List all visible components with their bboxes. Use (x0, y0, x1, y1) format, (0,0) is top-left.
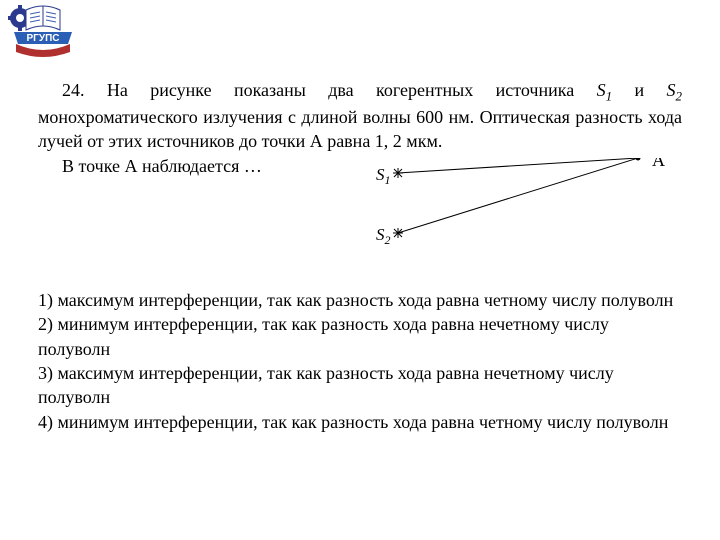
s1-symbol: S (597, 80, 606, 100)
option-3: 3) максимум интерференции, так как разно… (38, 361, 682, 410)
option-4: 4) минимум интерференции, так как разнос… (38, 410, 682, 434)
ray-s2-a (398, 158, 638, 233)
figure-label-s2: S2 (376, 225, 391, 247)
logo-svg: РГУПС (8, 4, 78, 62)
figure-svg: S1 S2 А (38, 158, 682, 268)
problem-line-1: 24. На рисунке показаны два когерентных … (38, 78, 682, 154)
figure-label-a: А (652, 158, 665, 170)
ray-s1-a (398, 158, 638, 173)
s2-symbol: S (667, 80, 676, 100)
source-s1-star (393, 168, 403, 178)
point-a (636, 158, 641, 161)
option-2: 2) минимум интерференции, так как разнос… (38, 312, 682, 361)
option-1: 1) максимум интерференции, так как разно… (38, 288, 682, 312)
logo-banner-text: РГУПС (27, 33, 60, 44)
interference-figure: S1 S2 А (38, 158, 682, 278)
problem-text-part-2: монохроматического излучения с длиной во… (38, 107, 682, 151)
problem-text-and: и (612, 80, 666, 100)
source-s2-star (393, 228, 403, 238)
problem-content: 24. На рисунке показаны два когерентных … (38, 78, 682, 434)
s2-subscript: 2 (676, 89, 683, 104)
institution-logo: РГУПС (8, 4, 78, 62)
problem-text-part-1: 24. На рисунке показаны два когерентных … (62, 80, 597, 100)
figure-label-s1: S1 (376, 165, 391, 187)
answer-options: 1) максимум интерференции, так как разно… (38, 288, 682, 434)
